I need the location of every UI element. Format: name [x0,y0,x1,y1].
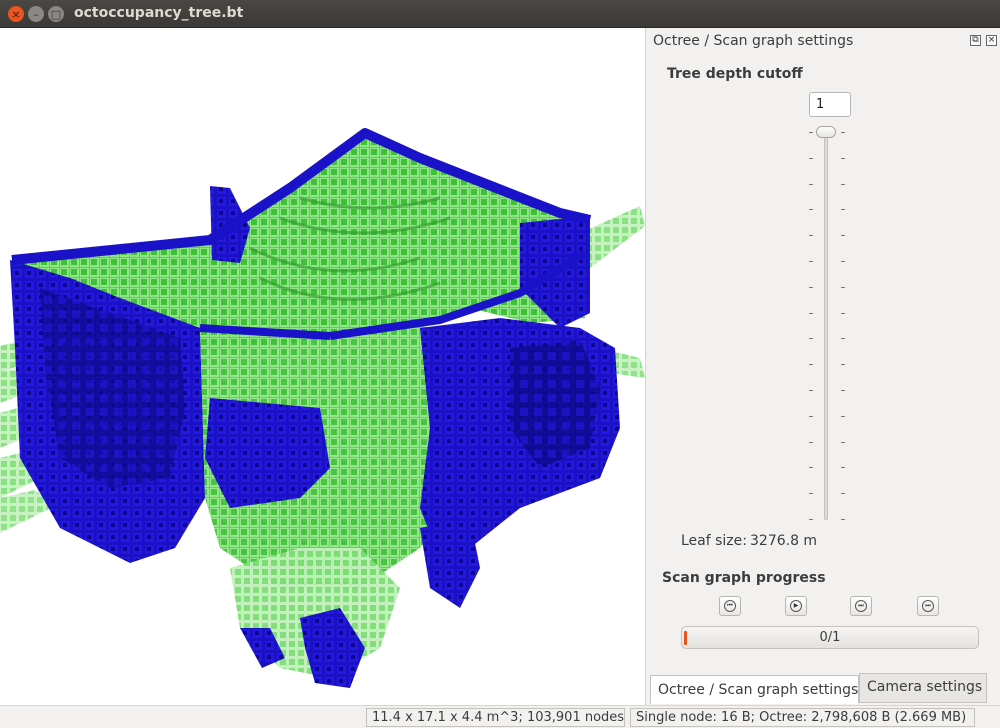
slider-tick [809,364,813,365]
slider-tick [809,493,813,494]
dock-float-button[interactable]: ⧉ [970,35,981,46]
slider-tick [841,184,845,185]
tree-depth-label: Tree depth cutoff [667,66,803,82]
status-dimensions: 11.4 x 17.1 x 4.4 m^3; 103,901 nodes [366,708,625,727]
slider-tick [809,261,813,262]
skip-first-icon: ⏮ [724,600,736,612]
minimize-window-button[interactable]: – [28,6,44,22]
close-window-button[interactable]: × [8,6,24,22]
window-title: octoccupancy_tree.bt [74,5,244,21]
scan-progress-text: 0/1 [819,630,841,645]
slider-tick [809,158,813,159]
slider-tick [809,338,813,339]
slider-tick [809,184,813,185]
status-bar: 11.4 x 17.1 x 4.4 m^3; 103,901 nodes Sin… [0,705,1000,728]
title-bar: × – □ octoccupancy_tree.bt [0,0,1000,28]
slider-tick [841,493,845,494]
slider-tick [809,519,813,520]
status-memory: Single node: 16 B; Octree: 2,798,608 B (… [630,708,975,727]
tree-depth-slider-handle[interactable] [816,126,836,138]
settings-dock-panel: Octree / Scan graph settings ⧉ × Tree de… [645,28,1000,705]
slider-tick [809,287,813,288]
scan-progress-bar: 0/1 [681,626,979,649]
slider-tick [841,338,845,339]
slider-tick [841,416,845,417]
leaf-size-label: Leaf size: [681,533,747,549]
slider-tick [841,158,845,159]
scan-graph-progress-label: Scan graph progress [662,570,826,586]
slider-tick [809,390,813,391]
tree-depth-slider[interactable] [824,128,828,520]
scan-next-button[interactable]: ⏭ [850,596,872,616]
slider-tick [841,390,845,391]
voxel-scene [0,128,645,688]
tree-depth-spinbox[interactable] [809,92,851,117]
dock-title: Octree / Scan graph settings [653,33,854,49]
scan-progress-fill [684,631,687,645]
slider-tick [841,287,845,288]
maximize-window-button[interactable]: □ [48,6,64,22]
slider-tick [841,132,845,133]
octree-3d-viewport[interactable] [0,28,645,705]
slider-tick [809,416,813,417]
tab-octree-settings[interactable]: Octree / Scan graph settings [650,675,859,704]
slider-tick [841,313,845,314]
slider-tick [841,209,845,210]
step-forward-icon: ⏭ [855,600,867,612]
scan-first-button[interactable]: ⏮ [719,596,741,616]
slider-tick [841,467,845,468]
slider-tick [809,235,813,236]
slider-tick [841,442,845,443]
slider-tick [809,467,813,468]
slider-tick [809,209,813,210]
skip-last-icon: ⏭ [922,600,934,612]
slider-tick [809,132,813,133]
leaf-size-value: 3276.8 m [750,533,818,549]
scan-play-button[interactable]: ▶ [785,596,807,616]
tab-camera-settings[interactable]: Camera settings [859,673,987,703]
slider-tick [841,364,845,365]
dock-tab-bar: Octree / Scan graph settings Camera sett… [645,673,1000,705]
slider-tick [841,261,845,262]
slider-tick [841,235,845,236]
slider-tick [841,519,845,520]
play-icon: ▶ [790,600,802,612]
scan-last-button[interactable]: ⏭ [917,596,939,616]
slider-tick [809,313,813,314]
dock-close-button[interactable]: × [986,35,997,46]
slider-tick [809,442,813,443]
